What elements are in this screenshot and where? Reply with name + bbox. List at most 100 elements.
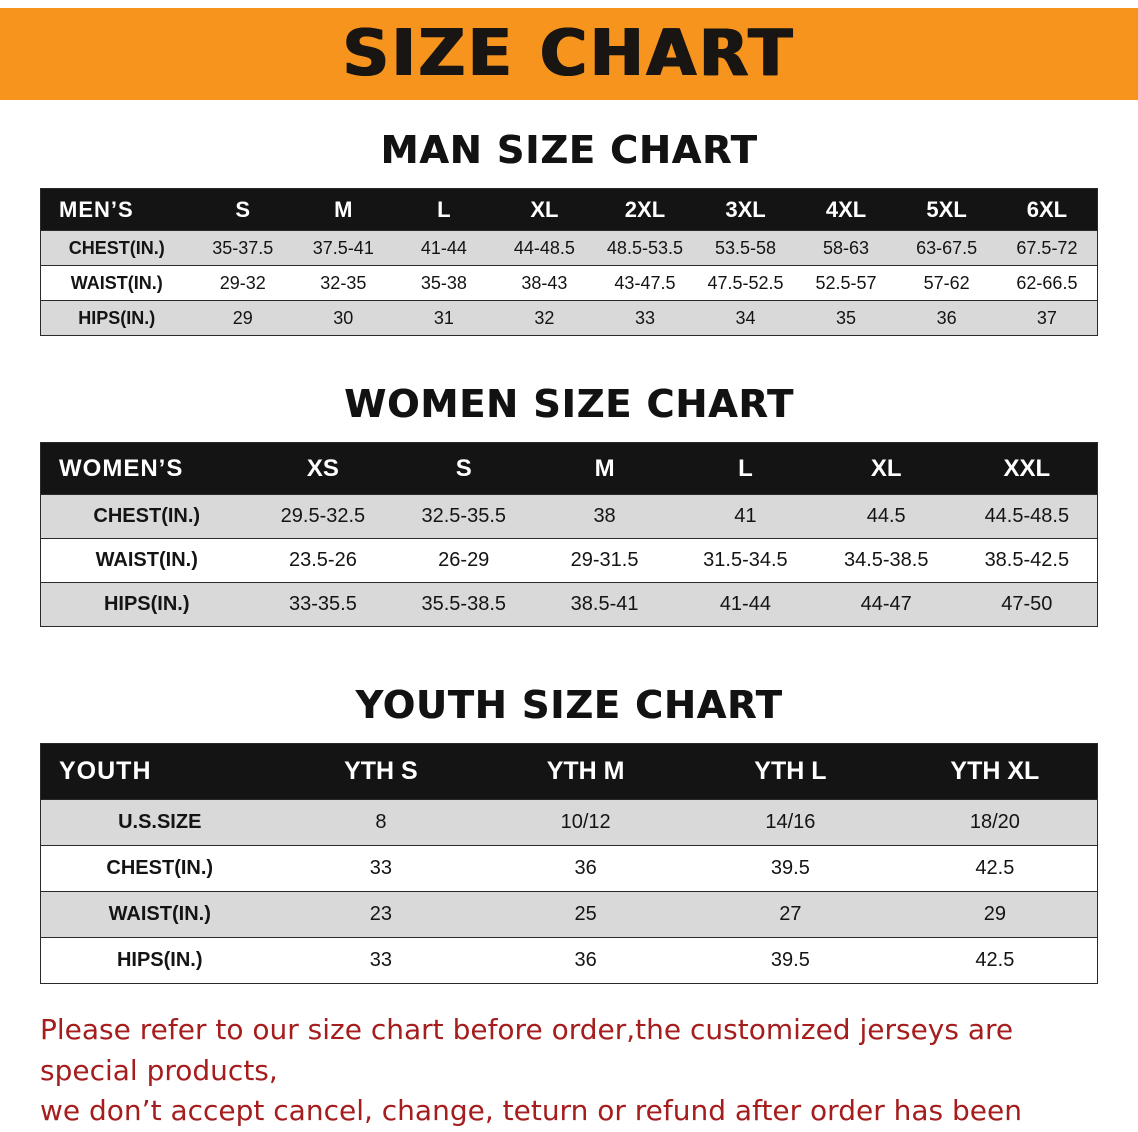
column-header: XS xyxy=(252,442,394,495)
disclaimer-line-1: Please refer to our size chart before or… xyxy=(40,1013,1014,1087)
data-cell: 38-43 xyxy=(521,272,568,293)
men-size-table-container: MEN’S S M L XL 2XL 3XL 4XL 5XL 6XL CHEST(IN.) 35-37… xyxy=(0,188,1138,336)
data-cell: 32-35 xyxy=(320,272,367,293)
data-cell: 38.5-41 xyxy=(534,582,675,627)
data-cell: 33 xyxy=(369,857,392,879)
header-row: YOUTH YTH S YTH M YTH L YTH XL xyxy=(40,743,1098,800)
data-cell: 18/20 xyxy=(892,799,1098,846)
data-cell: 44.5 xyxy=(815,494,957,539)
row-label: CHEST(IN.) xyxy=(106,857,214,879)
column-header: S xyxy=(192,188,294,231)
table-row: HIPS(IN.) 33-35.5 35.5-38.5 38.5-41 41-44 44-… xyxy=(40,582,1098,627)
data-cell: 23.5-26 xyxy=(288,549,357,571)
column-header: YTH L xyxy=(688,743,893,800)
data-cell: 43-47.5 xyxy=(614,272,676,293)
column-header: XL xyxy=(494,188,595,231)
table-row: WAIST(IN.) 23.5-26 26-29 29-31.5 31.5-34.5 34… xyxy=(40,538,1098,583)
data-cell: 58-63 xyxy=(795,230,897,266)
youth-size-table: YOUTH YTH S YTH M YTH L YTH XL U.S.SIZE 8 10/12… xyxy=(40,743,1098,984)
table-row: HIPS(IN.) 29 30 31 32 33 34 35 36 37 xyxy=(40,300,1098,336)
table-row: WAIST(IN.) 23 25 27 29 xyxy=(40,891,1098,938)
data-cell: 44-47 xyxy=(815,582,957,627)
column-header: XL xyxy=(815,442,957,495)
column-header: M xyxy=(534,442,675,495)
data-cell: 41 xyxy=(674,494,816,539)
data-cell: 34 xyxy=(695,300,796,336)
column-header: YTH M xyxy=(483,743,688,800)
data-cell: 29-31.5 xyxy=(570,549,639,571)
data-cell: 44.5-48.5 xyxy=(956,494,1098,539)
table-row: CHEST(IN.) 33 36 39.5 42.5 xyxy=(40,845,1098,892)
data-cell: 33 xyxy=(369,949,392,971)
youth-section-heading: YOUTH SIZE CHART xyxy=(355,683,783,727)
column-header: XXL xyxy=(956,442,1098,495)
page-title: SIZE CHART xyxy=(342,17,796,91)
data-cell: 37 xyxy=(996,300,1098,336)
column-header: YTH XL xyxy=(892,743,1098,800)
data-cell: 47.5-52.5 xyxy=(707,272,784,293)
section-youth: YOUTH SIZE CHART YOUTH YTH S YTH M YTH L YTH… xyxy=(0,683,1138,984)
data-cell: 29 xyxy=(192,300,294,336)
data-cell: 42.5 xyxy=(975,857,1015,879)
row-label: WAIST(IN.) xyxy=(40,891,279,938)
column-header: 6XL xyxy=(996,188,1098,231)
youth-size-table-container: YOUTH YTH S YTH M YTH L YTH XL U.S.SIZE 8 10/12… xyxy=(0,743,1138,984)
data-cell: 38 xyxy=(534,494,675,539)
data-cell: 10/12 xyxy=(483,799,688,846)
data-cell: 53.5-58 xyxy=(695,230,796,266)
data-cell: 32.5-35.5 xyxy=(393,494,535,539)
data-cell: 26-29 xyxy=(438,549,490,571)
row-label: HIPS(IN.) xyxy=(40,582,253,627)
data-cell: 35-37.5 xyxy=(192,230,294,266)
men-section-heading: MAN SIZE CHART xyxy=(380,128,758,172)
data-cell: 39.5 xyxy=(770,949,810,971)
data-cell: 29-32 xyxy=(219,272,266,293)
data-cell: 37.5-41 xyxy=(293,230,394,266)
data-cell: 63-67.5 xyxy=(896,230,997,266)
header-row: MEN’S S M L XL 2XL 3XL 4XL 5XL 6XL xyxy=(40,188,1098,231)
table-row: WAIST(IN.) 29-32 32-35 35-38 38-43 43-47.5 47.… xyxy=(40,265,1098,301)
data-cell: 35-38 xyxy=(420,272,467,293)
data-cell: 42.5 xyxy=(975,949,1015,971)
data-cell: 31 xyxy=(393,300,495,336)
table-row: CHEST(IN.) 35-37.5 37.5-41 41-44 44-48.5 48.5… xyxy=(40,230,1098,266)
data-cell: 67.5-72 xyxy=(996,230,1098,266)
column-header: M xyxy=(293,188,394,231)
data-cell: 41-44 xyxy=(393,230,495,266)
women-section-heading: WOMEN SIZE CHART xyxy=(344,382,794,426)
data-cell: 25 xyxy=(483,891,688,938)
column-header: S xyxy=(393,442,535,495)
column-header: 4XL xyxy=(795,188,897,231)
row-label: CHEST(IN.) xyxy=(40,230,193,266)
data-cell: 41-44 xyxy=(674,582,816,627)
table-row: U.S.SIZE 8 10/12 14/16 18/20 xyxy=(40,799,1098,846)
row-label: U.S.SIZE xyxy=(40,799,279,846)
row-label: WAIST(IN.) xyxy=(95,549,198,571)
data-cell: 38.5-42.5 xyxy=(984,549,1070,571)
data-cell: 27 xyxy=(688,891,893,938)
data-cell: 8 xyxy=(278,799,484,846)
data-cell: 14/16 xyxy=(688,799,893,846)
data-cell: 52.5-57 xyxy=(815,272,877,293)
mens-size-table: MEN’S S M L XL 2XL 3XL 4XL 5XL 6XL CHEST(IN.) 35-37… xyxy=(40,188,1098,336)
data-cell: 48.5-53.5 xyxy=(594,230,696,266)
column-header: L xyxy=(393,188,495,231)
data-cell: 35 xyxy=(795,300,897,336)
row-label: HIPS(IN.) xyxy=(116,949,203,971)
disclaimer: Please refer to our size chart before or… xyxy=(0,1010,1138,1132)
row-label: WAIST(IN.) xyxy=(70,272,163,293)
data-cell: 32 xyxy=(494,300,595,336)
row-label: CHEST(IN.) xyxy=(40,494,253,539)
section-women: WOMEN SIZE CHART WOMEN’S XS S M L XL XXL CHEST(… xyxy=(0,382,1138,627)
table-row: CHEST(IN.) 29.5-32.5 32.5-35.5 38 41 44.5 44.5… xyxy=(40,494,1098,539)
data-cell: 47-50 xyxy=(956,582,1098,627)
data-cell: 33-35.5 xyxy=(252,582,394,627)
data-cell: 57-62 xyxy=(923,272,970,293)
banner: SIZE CHART xyxy=(0,8,1138,100)
column-header: 5XL xyxy=(896,188,997,231)
data-cell: 29 xyxy=(892,891,1098,938)
data-cell: 44-48.5 xyxy=(494,230,595,266)
data-cell: 35.5-38.5 xyxy=(393,582,535,627)
data-cell: 39.5 xyxy=(770,857,810,879)
